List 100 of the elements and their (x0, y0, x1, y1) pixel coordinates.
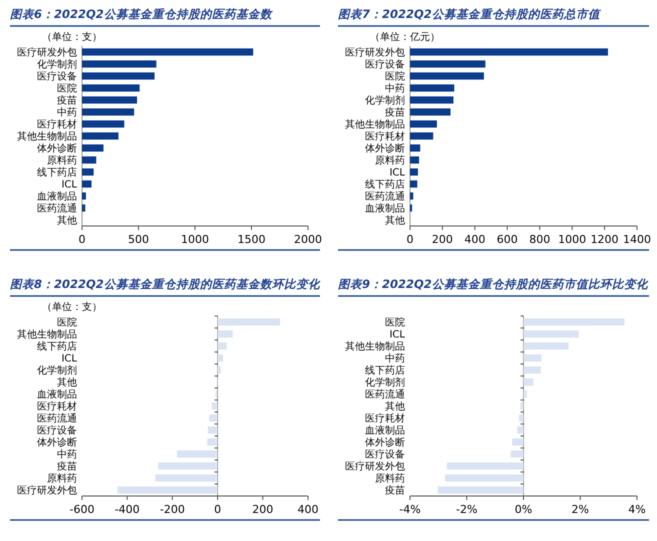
y-tick-label: 化学制剂 (365, 94, 405, 106)
y-tick-label: 血液制品 (37, 388, 77, 400)
y-tick-label: 化学制剂 (37, 364, 77, 376)
bar (207, 438, 218, 446)
y-tick-label: 其他 (57, 376, 77, 388)
y-tick-label: 血液制品 (365, 202, 405, 214)
chart-title: 图表7：2022Q2公募基金重仓持股的医药总市值 (338, 7, 602, 21)
bar (524, 390, 527, 398)
x-tick-label: 1500 (238, 233, 266, 246)
y-tick-label: 体外诊断 (365, 142, 405, 154)
x-tick-label: -4% (399, 503, 421, 516)
bar (82, 60, 156, 68)
y-tick-label: 体外诊断 (365, 436, 405, 448)
bar (410, 120, 437, 128)
bar (82, 180, 92, 188)
y-tick-label: 其他 (57, 214, 77, 226)
bar (82, 84, 140, 92)
y-tick-label: 其他生物制品 (345, 340, 405, 352)
y-tick-label: 医院 (57, 316, 77, 328)
y-tick-label: ICL (389, 330, 406, 340)
y-tick-label: 中药 (57, 448, 77, 460)
bar (82, 120, 124, 128)
y-tick-label: 医药流通 (365, 388, 405, 400)
bar (410, 84, 454, 92)
y-tick-label: 体外诊断 (37, 436, 77, 448)
x-tick-label: 400 (298, 503, 318, 516)
bar (208, 426, 218, 434)
bar (438, 486, 524, 494)
bar (82, 192, 86, 200)
y-tick-label: 其他 (385, 400, 405, 412)
y-tick-label: 中药 (385, 82, 405, 94)
x-tick-label: 400 (464, 233, 486, 246)
bar (155, 474, 218, 482)
bar (82, 108, 134, 116)
y-tick-label: 原料药 (375, 154, 405, 166)
x-tick-label: 0 (406, 233, 414, 246)
bar (520, 402, 524, 410)
y-tick-label: 医院 (385, 70, 405, 82)
bar (524, 378, 534, 386)
y-tick-label: 其他生物制品 (345, 118, 405, 130)
x-tick-label: 0% (514, 503, 532, 516)
y-tick-label: 医疗耗材 (365, 412, 405, 424)
x-tick-label: 0 (78, 233, 86, 246)
y-tick-label: 医疗设备 (37, 424, 77, 436)
x-tick-label: -600 (70, 503, 94, 516)
bar (410, 72, 484, 80)
bar (212, 402, 218, 410)
bar (410, 132, 434, 140)
y-tick-label: 医疗设备 (365, 448, 405, 460)
x-tick-label: -200 (160, 503, 185, 516)
y-tick-label: 化学制剂 (365, 376, 405, 388)
bar (510, 450, 524, 458)
x-tick-label: 600 (496, 233, 518, 246)
y-tick-label: 化学制剂 (37, 58, 77, 70)
bar (82, 72, 155, 80)
bar (446, 462, 524, 470)
bar (82, 156, 96, 164)
bar (82, 96, 138, 104)
y-tick-label: 原料药 (375, 472, 405, 484)
chart-subtitle: （单位：支） (42, 31, 102, 43)
x-tick-label: 0 (214, 503, 222, 516)
bar (524, 354, 542, 362)
bar (410, 156, 420, 164)
y-tick-label: 其他生物制品 (17, 130, 77, 142)
x-tick-label: 200 (252, 503, 274, 516)
x-tick-label: 2000 (294, 233, 322, 246)
x-tick-label: 4% (628, 503, 646, 516)
y-tick-label: 疫苗 (385, 484, 405, 496)
bar (82, 144, 104, 152)
x-tick-label: 1200 (590, 233, 619, 246)
x-tick-label: -2% (456, 503, 478, 516)
bar (218, 342, 227, 350)
y-tick-label: 医疗耗材 (37, 118, 77, 130)
x-tick-label: 1000 (558, 233, 586, 246)
bar (158, 462, 218, 470)
y-tick-label: 疫苗 (57, 460, 77, 472)
bar (82, 132, 118, 140)
y-tick-label: 线下药店 (365, 364, 405, 376)
y-tick-label: 线下药店 (37, 166, 77, 178)
y-tick-label: 中药 (385, 352, 405, 364)
bar (444, 474, 524, 482)
bar (524, 318, 625, 326)
y-tick-label: ICL (389, 168, 406, 178)
bar (117, 486, 218, 494)
bar (410, 108, 451, 116)
bar (524, 342, 569, 350)
y-tick-label: 线下药店 (365, 178, 405, 190)
bar (410, 60, 486, 68)
bar (410, 96, 454, 104)
y-tick-label: 疫苗 (385, 106, 405, 118)
chart-subtitle: （单位：支） (42, 301, 102, 313)
x-tick-label: 200 (432, 233, 453, 246)
y-tick-label: 医院 (57, 82, 77, 94)
x-tick-label: 1000 (181, 233, 209, 246)
bar (512, 438, 524, 446)
y-tick-label: 医药流通 (37, 412, 77, 424)
x-tick-label: -400 (114, 503, 140, 516)
bar (410, 192, 414, 200)
bar (218, 354, 224, 362)
y-tick-label: 医药流通 (37, 202, 77, 214)
